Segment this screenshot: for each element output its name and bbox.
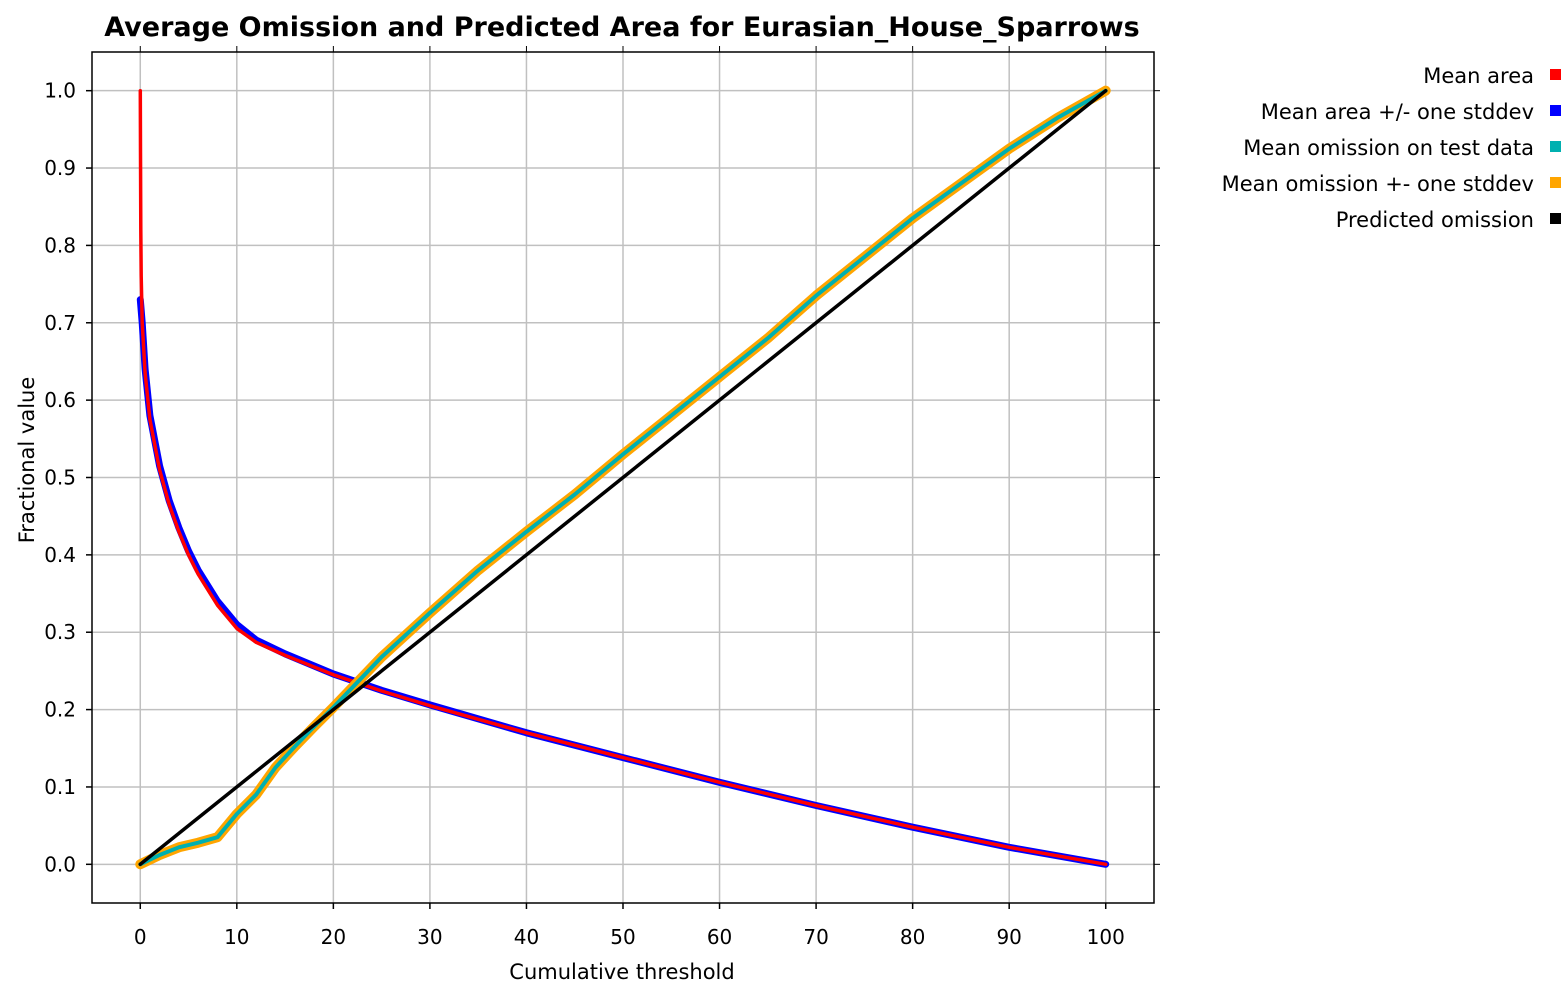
x-tick-label: 60 bbox=[707, 925, 732, 949]
y-tick-label: 0.4 bbox=[44, 543, 76, 567]
x-tick-label: 90 bbox=[996, 925, 1021, 949]
legend-swatch bbox=[1550, 177, 1561, 188]
y-tick-label: 0.1 bbox=[44, 775, 76, 799]
y-tick-label: 0.0 bbox=[44, 852, 76, 876]
y-tick-label: 1.0 bbox=[44, 79, 76, 103]
legend-label: Predicted omission bbox=[1336, 208, 1534, 232]
y-tick-label: 0.2 bbox=[44, 698, 76, 722]
legend-swatch bbox=[1550, 69, 1561, 80]
legend-label: Mean area bbox=[1423, 64, 1534, 88]
y-tick-label: 0.7 bbox=[44, 311, 76, 335]
x-axis-label: Cumulative threshold bbox=[509, 960, 734, 984]
x-tick-label: 10 bbox=[224, 925, 249, 949]
y-tick-label: 0.6 bbox=[44, 388, 76, 412]
series-line-mean-area bbox=[138, 88, 1108, 867]
legend-swatch bbox=[1550, 141, 1561, 152]
chart-title: Average Omission and Predicted Area for … bbox=[104, 12, 1140, 43]
series-line-predicted-omission bbox=[138, 88, 1108, 867]
x-tick-label: 40 bbox=[514, 925, 539, 949]
x-tick-label: 50 bbox=[610, 925, 635, 949]
x-tick-label: 30 bbox=[417, 925, 442, 949]
y-tick-label: 0.8 bbox=[44, 233, 76, 257]
series-layer bbox=[135, 85, 1111, 870]
x-tick-label: 0 bbox=[134, 925, 147, 949]
x-tick-label: 80 bbox=[900, 925, 925, 949]
x-tick-label: 100 bbox=[1087, 925, 1125, 949]
y-axis-label: Fractional value bbox=[15, 377, 39, 544]
axis-ticks: 0 10 20 30 40 50 60 70 80 90 100 0.0 0.1 0.2 0.3 0.4 0.5… bbox=[44, 46, 1160, 949]
x-tick-label: 20 bbox=[321, 925, 346, 949]
legend-label: Mean omission on test data bbox=[1243, 136, 1534, 160]
y-tick-label: 0.5 bbox=[44, 466, 76, 490]
grid bbox=[92, 52, 1154, 903]
y-tick-label: 0.9 bbox=[44, 156, 76, 180]
y-tick-label: 0.3 bbox=[44, 620, 76, 644]
legend: Mean area Mean area +/- one stddev Mean om… bbox=[1222, 64, 1561, 232]
legend-label: Mean area +/- one stddev bbox=[1261, 100, 1534, 124]
legend-swatch bbox=[1550, 213, 1561, 224]
x-tick-label: 70 bbox=[803, 925, 828, 949]
series-line-mean-omission-on-test-data bbox=[138, 88, 1108, 867]
legend-swatch bbox=[1550, 105, 1561, 116]
legend-label: Mean omission +- one stddev bbox=[1222, 172, 1534, 196]
